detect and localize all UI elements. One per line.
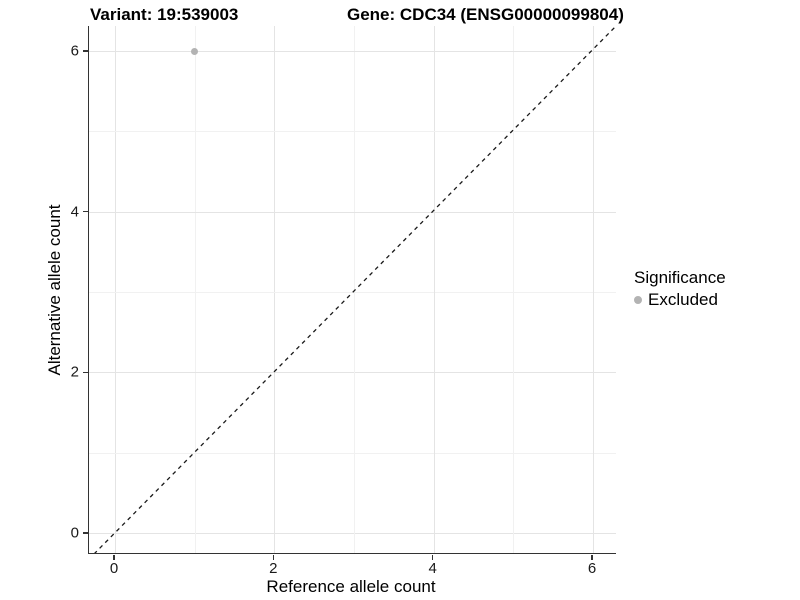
gridline-vertical-3 bbox=[354, 26, 355, 553]
gridline-horizontal-6 bbox=[89, 51, 616, 52]
y-tick-label-4: 4 bbox=[70, 203, 79, 221]
identity-line bbox=[94, 26, 616, 553]
gridline-horizontal-5 bbox=[89, 131, 616, 133]
legend: Significance Excluded bbox=[634, 268, 726, 309]
gridline-vertical-4 bbox=[433, 26, 435, 553]
gridline-horizontal-2 bbox=[89, 372, 616, 374]
x-tick-mark-4 bbox=[431, 554, 434, 560]
gridline-horizontal-4 bbox=[89, 211, 616, 213]
gridline-vertical-5 bbox=[513, 26, 515, 553]
gridline-horizontal-3 bbox=[89, 292, 616, 293]
x-axis-title: Reference allele count bbox=[266, 577, 436, 596]
y-tick-label-2: 2 bbox=[70, 363, 79, 381]
y-tick-mark-4 bbox=[83, 210, 88, 213]
variant-title: Variant: 19:539003 bbox=[90, 5, 239, 24]
gridline-horizontal-0 bbox=[89, 533, 616, 534]
x-tick-mark-0 bbox=[113, 554, 115, 560]
legend-title: Significance bbox=[634, 268, 726, 287]
y-axis-title: Alternative allele count bbox=[45, 204, 64, 376]
gridline-horizontal-1 bbox=[89, 452, 616, 454]
legend-item-excluded: Excluded bbox=[634, 290, 726, 309]
x-tick-mark-6 bbox=[591, 554, 593, 560]
x-tick-label-2: 2 bbox=[269, 560, 278, 577]
gridline-vertical-1 bbox=[194, 26, 196, 553]
gene-title: Gene: CDC34 (ENSG00000099804) bbox=[347, 5, 624, 24]
y-tick-mark-2 bbox=[83, 371, 88, 374]
legend-item-label: Excluded bbox=[648, 290, 718, 309]
y-tick-label-0: 0 bbox=[70, 524, 79, 542]
y-tick-label-6: 6 bbox=[70, 42, 79, 60]
gridline-vertical-6 bbox=[593, 26, 594, 553]
data-point-0 bbox=[191, 47, 199, 55]
excluded-swatch-icon bbox=[634, 295, 642, 304]
y-tick-mark-6 bbox=[83, 50, 88, 52]
plot-panel bbox=[88, 26, 616, 554]
x-tick-label-0: 0 bbox=[109, 560, 119, 577]
x-tick-label-4: 4 bbox=[428, 560, 437, 577]
y-tick-mark-0 bbox=[83, 532, 88, 534]
gridline-vertical-2 bbox=[274, 26, 276, 553]
x-tick-mark-2 bbox=[272, 554, 275, 560]
x-tick-label-6: 6 bbox=[587, 560, 597, 577]
gridline-vertical-0 bbox=[115, 26, 116, 553]
